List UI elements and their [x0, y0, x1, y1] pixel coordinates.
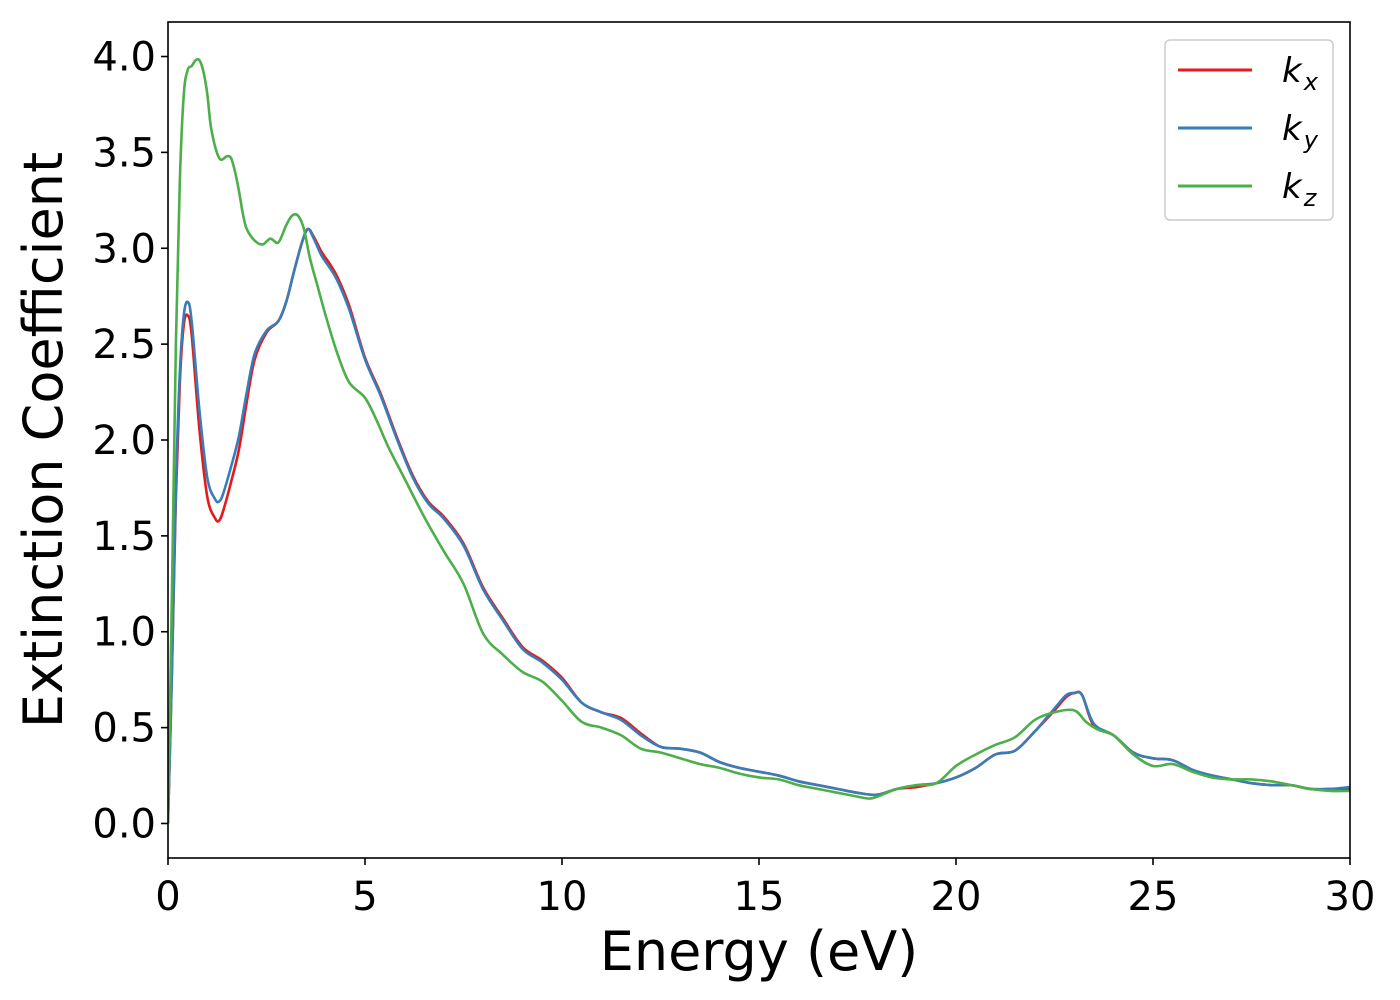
series-line-ky — [168, 227, 1350, 824]
series-layer — [168, 57, 1350, 824]
y-tick-label: 3.0 — [92, 226, 156, 272]
y-tick-label: 2.5 — [92, 322, 156, 368]
y-tick-label: 1.0 — [92, 610, 156, 656]
y-tick-label: 2.0 — [92, 418, 156, 464]
series-line-kz — [168, 57, 1350, 824]
x-axis-title: Energy (eV) — [600, 920, 919, 983]
y-tick-label: 0.5 — [92, 706, 156, 752]
y-axis: 0.0 0.5 1.0 1.5 2.0 2.5 3.0 3.5 4.0 — [92, 35, 168, 847]
x-axis: 0 5 10 15 20 25 30 — [155, 858, 1375, 920]
y-tick-label: 0.0 — [92, 801, 156, 847]
x-tick-label: 30 — [1325, 874, 1376, 920]
x-tick-label: 0 — [155, 874, 180, 920]
legend-box — [1164, 39, 1334, 221]
x-tick-label: 5 — [352, 874, 377, 920]
series-line-kx — [168, 227, 1350, 824]
x-tick-label: 10 — [537, 874, 588, 920]
y-tick-label: 3.5 — [92, 130, 156, 176]
x-tick-label: 15 — [734, 874, 785, 920]
x-tick-label: 25 — [1128, 874, 1179, 920]
y-axis-title: Extinction Coefficient — [12, 152, 75, 728]
y-tick-label: 1.5 — [92, 514, 156, 560]
y-tick-label: 4.0 — [92, 35, 156, 81]
x-tick-label: 20 — [931, 874, 982, 920]
